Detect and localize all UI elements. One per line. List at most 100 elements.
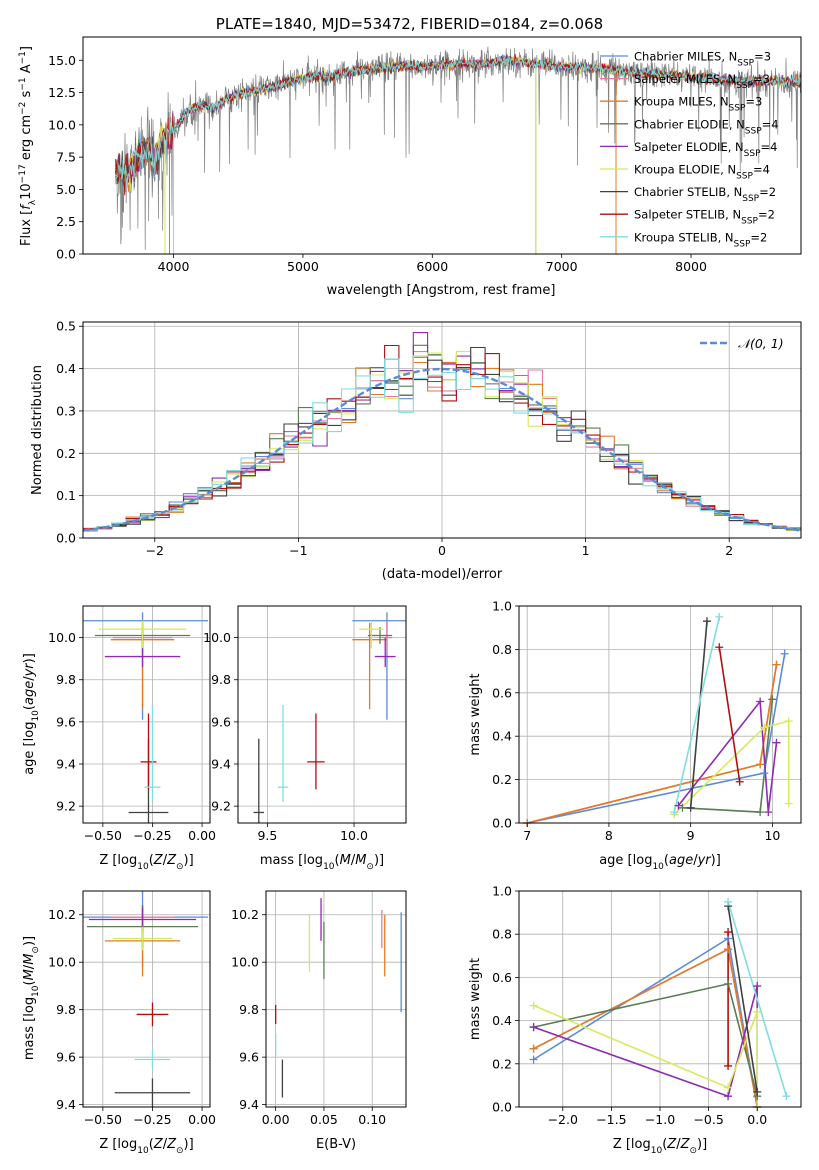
x-tick-label: −2	[146, 543, 164, 558]
y-tick-label: 0.5	[56, 319, 76, 334]
y-axis-label: mass [log10(M/M⊙)]	[22, 936, 41, 1060]
x-tick-label: −0.50	[84, 1112, 122, 1127]
label-part: Chabrier MILES, N	[634, 50, 737, 64]
weight-line-salpeter_miles	[533, 948, 758, 1107]
weight-marker-salpeter_elodie	[756, 697, 765, 706]
plot-area-residual_hist	[83, 332, 801, 532]
x-axis-label: (data-model)/error	[382, 567, 503, 582]
label-part: M	[340, 853, 351, 868]
weight-marker-chabrier_elodie	[724, 979, 733, 988]
axes-age_vs_Z: −0.50 −0.25 0.00 9.2 9.4 9.6 9.8 10.0	[48, 605, 216, 843]
weight-marker-kroupa_miles	[772, 660, 781, 669]
model-kroupa_stelib	[114, 56, 801, 189]
label-part: (	[664, 853, 669, 868]
y-tick-label: 15.0	[48, 53, 76, 68]
label-part: mass [log	[22, 997, 37, 1060]
label-part: ]	[19, 46, 34, 51]
label-part: (	[662, 1137, 667, 1152]
label-part: M	[22, 969, 37, 980]
label-part: −17	[18, 164, 28, 183]
y-tick-label: 10.0	[48, 630, 76, 645]
y-tick-label: 0.6	[492, 970, 512, 985]
y-tick-label: 10.0	[203, 630, 231, 645]
y-tick-label: 9.4	[239, 1097, 259, 1112]
x-tick-label: 10.0	[340, 828, 368, 843]
y-tick-label: 9.8	[56, 1002, 76, 1017]
label-part: f	[19, 203, 34, 210]
label-part: )]	[374, 853, 384, 868]
weight-marker-salpeter_elodie	[753, 982, 762, 991]
label-part: SSP	[729, 104, 746, 114]
label-part: −1	[18, 77, 28, 90]
weight-marker-kroupa_stelib	[670, 808, 679, 817]
label-part: =3	[753, 72, 770, 86]
x-tick-label: −0.5	[693, 1112, 723, 1127]
weight-marker-kroupa_miles	[529, 1044, 538, 1053]
weight-line-salpeter_stelib	[718, 647, 741, 782]
label-part: wavelength [Angstrom, rest frame]	[327, 283, 556, 298]
weight-marker-salpeter_elodie	[724, 1092, 733, 1101]
y-tick-label: 0.2	[492, 772, 512, 787]
weight-line-kroupa_stelib	[673, 616, 721, 813]
plot-area-weight_vs_age	[527, 616, 790, 823]
weight-line-chabrier_miles	[533, 937, 758, 1107]
x-tick-label: 9	[687, 828, 695, 843]
legend-label-normal: 𝒩(0, 1)	[738, 336, 784, 351]
axes-residual_hist: −2 −1 0 1 2 0.0 0.1 0.2 0.3 0.4 0.5	[56, 319, 802, 558]
y-tick-label: 5.0	[56, 182, 76, 197]
y-tick-label: 10.0	[48, 955, 76, 970]
label-part: /	[676, 1137, 681, 1152]
weight-marker-kroupa_stelib	[724, 897, 733, 906]
label-part: =3	[754, 50, 771, 64]
x-tick-label: 9.5	[257, 828, 277, 843]
label-part: erg cm	[19, 115, 34, 164]
label-part: SSP	[737, 59, 754, 69]
label-part: )]	[184, 1137, 194, 1152]
weight-marker-chabrier_stelib	[753, 1087, 762, 1096]
x-axis-label: wavelength [Angstrom, rest frame]	[327, 283, 556, 298]
x-tick-label: 6000	[416, 259, 448, 274]
x-tick-label: 4000	[158, 259, 190, 274]
label-part: /	[163, 853, 168, 868]
legend-label-salpeter_miles: Salpeter MILES, NSSP=3	[634, 72, 770, 91]
y-tick-label: 9.6	[56, 1050, 76, 1065]
axes-weight_vs_age: 7 8 9 10 0.0 0.2 0.4 0.6 0.8 1.0	[492, 599, 802, 843]
y-tick-label: 9.4	[56, 1097, 76, 1112]
legend-label-kroupa_stelib: Kroupa STELIB, NSSP=2	[634, 230, 767, 249]
weight-line-salpeter_elodie	[533, 985, 758, 1107]
axes-mass_vs_ebv: 0.00 0.05 0.10 9.4 9.6 9.8 10.0 10.2	[231, 890, 407, 1127]
label-part: mass weight	[468, 958, 483, 1040]
weight-marker-kroupa_stelib	[782, 1092, 791, 1101]
y-tick-label: 0.2	[492, 1056, 512, 1071]
label-part: (data-model)/error	[382, 567, 503, 582]
label-part: SSP	[736, 81, 753, 91]
weight-marker-chabrier_elodie	[756, 808, 765, 817]
label-part: Kroupa ELODIE, N	[634, 163, 736, 177]
x-axis-label: Z [log10(Z/Z⊙)]	[613, 1137, 707, 1156]
x-axis-label: E(B-V)	[316, 1137, 356, 1152]
y-tick-label: 7.5	[56, 150, 76, 165]
weight-marker-chabrier_stelib	[686, 803, 695, 812]
label-part: yr	[697, 853, 713, 868]
label-part: age	[22, 681, 37, 705]
label-part: )]	[711, 853, 721, 868]
y-tick-label: 0.4	[492, 729, 512, 744]
weight-marker-kroupa_elodie	[753, 1007, 762, 1016]
axes-mass_vs_Z: −0.50 −0.25 0.00 9.4 9.6 9.8 10.0 10.2	[48, 890, 216, 1127]
x-tick-label: −2.0	[548, 1112, 578, 1127]
y-tick-label: 0.1	[56, 488, 76, 503]
label-part: =2	[758, 208, 775, 222]
label-part: )]	[22, 936, 37, 946]
x-tick-label: 0.0	[747, 1112, 767, 1127]
label-part: s	[19, 90, 34, 101]
label-part: ⊙	[366, 862, 374, 872]
weight-marker-salpeter_stelib	[715, 643, 724, 652]
y-axis-label: mass weight	[468, 673, 483, 755]
figure-title: PLATE=1840, MJD=53472, FIBERID=0184, z=0…	[216, 15, 603, 33]
x-tick-label: −1.0	[645, 1112, 675, 1127]
y-tick-label: 10.2	[48, 907, 76, 922]
y-tick-label: 1.0	[492, 884, 512, 899]
y-axis-label: Flux [fλ10−17 erg cm−2 s−1 A−1]	[18, 46, 38, 246]
weight-marker-chabrier_miles	[780, 649, 789, 658]
